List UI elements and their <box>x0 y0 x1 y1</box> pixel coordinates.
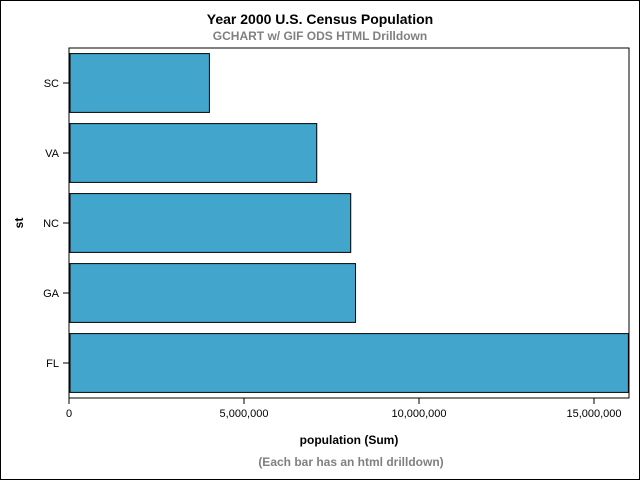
x-tick-label: 10,000,000 <box>391 408 446 420</box>
x-tick-label: 15,000,000 <box>566 408 621 420</box>
x-tick-label: 5,000,000 <box>220 408 269 420</box>
chart-footnote: (Each bar has an html drilldown) <box>258 455 444 469</box>
y-tick-label: SC <box>44 78 59 90</box>
bar-nc[interactable] <box>69 193 352 253</box>
bar-ga[interactable] <box>69 263 357 323</box>
bar-fl[interactable] <box>69 333 629 393</box>
x-axis-title: population (Sum) <box>300 433 399 447</box>
bar-sc[interactable] <box>69 53 210 113</box>
y-tick-label: NC <box>43 218 59 230</box>
x-tick-label: 0 <box>66 408 72 420</box>
chart-subtitle: GCHART w/ GIF ODS HTML Drilldown <box>212 29 428 43</box>
y-axis-title: st <box>12 218 26 229</box>
chart-title: Year 2000 U.S. Census Population <box>206 11 434 27</box>
bar-va[interactable] <box>69 123 318 183</box>
y-tick-label: VA <box>45 148 60 160</box>
y-tick-label: FL <box>46 358 59 370</box>
y-tick-label: GA <box>43 288 60 300</box>
